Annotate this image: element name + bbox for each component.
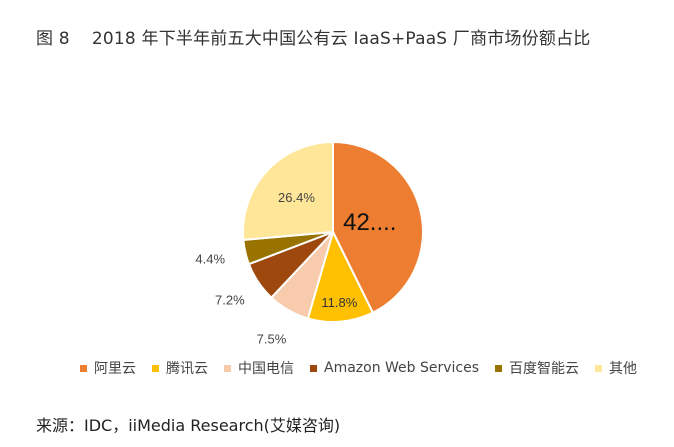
title-text: 2018 年下半年前五大中国公有云 IaaS+PaaS 厂商市场份额占比 xyxy=(91,29,591,49)
legend-label: 百度智能云 xyxy=(509,361,580,377)
legend-swatch xyxy=(310,364,317,372)
legend-item: 腾讯云 xyxy=(152,358,208,378)
data-label: 11.8% xyxy=(321,295,357,310)
data-label: 7.5% xyxy=(257,331,287,346)
legend-label: 中国电信 xyxy=(238,361,294,377)
data-label: 26.4% xyxy=(278,190,315,205)
pie-slice xyxy=(306,229,375,323)
legend-label: 其他 xyxy=(609,361,638,377)
legend-label: Amazon Web Services xyxy=(324,360,480,376)
figure-number: 图 8 xyxy=(36,29,70,49)
data-label: 42.... xyxy=(343,209,396,236)
legend-item: 百度智能云 xyxy=(495,358,579,378)
legend-swatch xyxy=(152,364,159,372)
legend: 阿里云 腾讯云 中国电信 Amazon Web Services 百度智能云 其他 xyxy=(80,358,653,378)
legend-item: Amazon Web Services xyxy=(310,360,479,376)
legend-swatch xyxy=(595,364,603,372)
legend-swatch xyxy=(495,364,503,372)
legend-label: 阿里云 xyxy=(94,361,136,377)
legend-swatch xyxy=(224,364,231,372)
data-label: 7.2% xyxy=(215,293,245,308)
legend-item: 其他 xyxy=(595,358,637,378)
legend-label: 腾讯云 xyxy=(166,361,208,377)
legend-item: 阿里云 xyxy=(80,358,136,378)
source-note: 来源：IDC，iiMedia Research(艾媒咨询) xyxy=(36,416,341,435)
legend-swatch xyxy=(80,364,87,372)
pie-slice xyxy=(242,140,334,241)
pie-slice xyxy=(332,140,424,315)
data-label: 4.4% xyxy=(195,252,225,267)
legend-item: 中国电信 xyxy=(224,358,294,378)
chart-title: 图 8 2018 年下半年前五大中国公有云 IaaS+PaaS 厂商市场份额占比 xyxy=(36,24,591,49)
